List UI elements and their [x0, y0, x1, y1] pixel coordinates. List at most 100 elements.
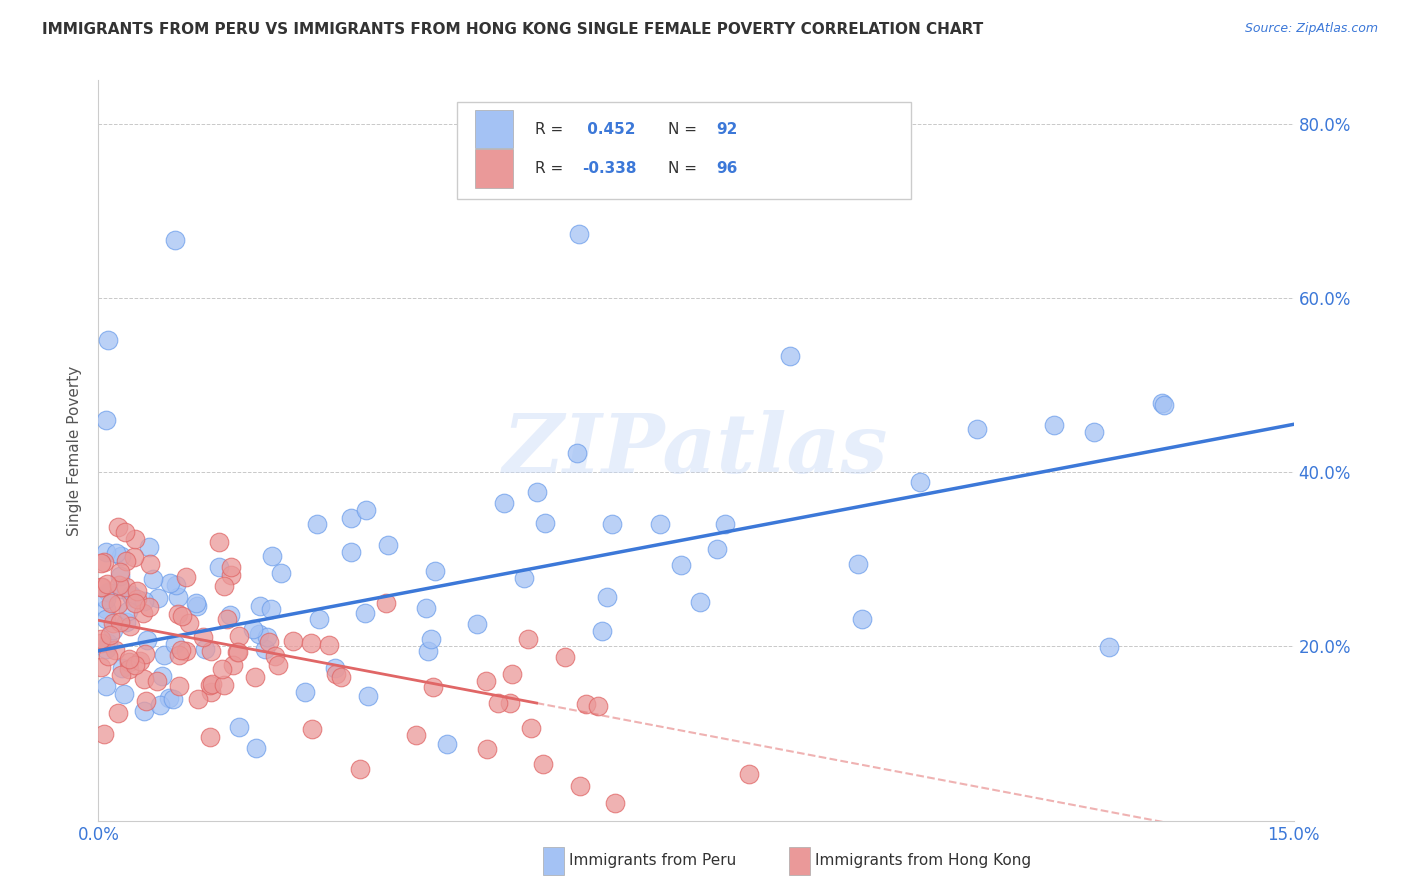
Point	[214, 579, 236, 593]
Point	[354, 503, 377, 517]
Point	[110, 582, 132, 597]
Text: R =: R =	[534, 161, 568, 176]
Point	[200, 730, 222, 744]
Point	[254, 641, 277, 656]
Point	[349, 762, 371, 776]
Point	[340, 544, 363, 558]
Point	[228, 719, 250, 733]
Point	[243, 670, 266, 684]
Point	[125, 584, 148, 599]
Point	[132, 704, 155, 718]
Point	[591, 624, 613, 639]
Point	[966, 422, 988, 436]
Point	[218, 607, 240, 622]
Point	[575, 697, 598, 711]
Point	[256, 630, 278, 644]
Point	[111, 661, 134, 675]
Point	[117, 655, 139, 669]
FancyBboxPatch shape	[475, 110, 513, 148]
Point	[108, 568, 131, 582]
Text: 0.452: 0.452	[582, 121, 636, 136]
Point	[148, 591, 170, 605]
Point	[1150, 396, 1173, 410]
Point	[132, 673, 155, 687]
Text: IMMIGRANTS FROM PERU VS IMMIGRANTS FROM HONG KONG SINGLE FEMALE POVERTY CORRELAT: IMMIGRANTS FROM PERU VS IMMIGRANTS FROM …	[42, 22, 983, 37]
Point	[149, 698, 172, 713]
Point	[162, 692, 184, 706]
Point	[101, 615, 124, 630]
Point	[110, 668, 132, 682]
Point	[97, 585, 120, 599]
Point	[465, 616, 488, 631]
Point	[107, 520, 129, 534]
Point	[200, 644, 222, 658]
Point	[194, 642, 217, 657]
Point	[499, 696, 522, 710]
Point	[211, 662, 233, 676]
Point	[93, 555, 115, 569]
Point	[228, 629, 250, 643]
Point	[159, 691, 181, 706]
Point	[198, 678, 221, 692]
Point	[737, 766, 759, 780]
Point	[325, 666, 347, 681]
Point	[340, 510, 363, 524]
Point	[301, 722, 323, 736]
Point	[270, 566, 292, 580]
Point	[242, 622, 264, 636]
Point	[117, 604, 139, 618]
Point	[846, 557, 869, 571]
Point	[127, 592, 149, 607]
Point	[97, 636, 120, 650]
Point	[169, 648, 191, 662]
Point	[90, 636, 112, 650]
Point	[377, 538, 399, 552]
Point	[200, 685, 222, 699]
Point	[492, 496, 515, 510]
Point	[602, 516, 624, 531]
Point	[129, 654, 152, 668]
Point	[90, 660, 112, 674]
Point	[118, 662, 141, 676]
Point	[159, 575, 181, 590]
Point	[132, 607, 155, 621]
Point	[520, 721, 543, 735]
Point	[283, 634, 305, 648]
Point	[353, 607, 375, 621]
Point	[146, 673, 169, 688]
Text: -0.338: -0.338	[582, 161, 637, 176]
Point	[114, 580, 136, 594]
Point	[405, 727, 427, 741]
Point	[418, 644, 440, 658]
Point	[172, 609, 194, 624]
Point	[103, 623, 125, 637]
Point	[249, 599, 271, 613]
Point	[565, 446, 588, 460]
Text: 96: 96	[716, 161, 738, 176]
Point	[415, 600, 437, 615]
Point	[568, 779, 591, 793]
Point	[186, 599, 208, 613]
Point	[104, 546, 127, 560]
Text: Source: ZipAtlas.com: Source: ZipAtlas.com	[1244, 22, 1378, 36]
Point	[152, 669, 174, 683]
Text: R =: R =	[534, 121, 568, 136]
Point	[96, 545, 118, 559]
Point	[267, 658, 290, 673]
Point	[124, 596, 146, 610]
Point	[605, 796, 627, 810]
Point	[212, 678, 235, 692]
Point	[118, 651, 141, 665]
Point	[669, 558, 692, 572]
Point	[436, 737, 458, 751]
Point	[501, 667, 523, 681]
FancyBboxPatch shape	[457, 103, 911, 199]
Point	[419, 632, 441, 646]
Point	[114, 554, 136, 568]
Point	[165, 578, 187, 592]
Text: ZIPatlas: ZIPatlas	[503, 410, 889, 491]
Point	[294, 685, 316, 699]
Point	[96, 602, 118, 616]
Point	[330, 670, 353, 684]
Point	[568, 227, 591, 241]
